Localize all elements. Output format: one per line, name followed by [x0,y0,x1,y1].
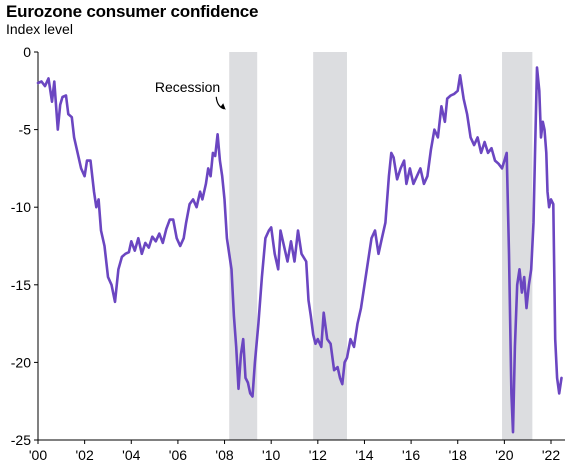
chart-subtitle: Index level [6,21,73,37]
x-tick-label: '22 [542,447,560,463]
x-tick-label: '20 [495,447,513,463]
y-tick-label: -15 [11,277,31,293]
annotations: Recession [155,79,226,110]
axes: 0 -5 -10 -15 -20 -25'00 '02 '04 '06 '08 '10 '12 '14 '… [11,44,565,463]
x-tick-label: '12 [309,447,327,463]
x-tick-label: '04 [122,447,140,463]
x-tick-label: '08 [215,447,233,463]
series-lines [36,66,563,434]
x-tick-label: '06 [169,447,187,463]
series-line-1 [36,66,563,434]
x-tick-label: '02 [76,447,94,463]
recession-band-1 [229,52,258,440]
x-tick-label: '10 [262,447,280,463]
x-tick-label: '16 [402,447,420,463]
y-tick-label: -20 [11,354,31,370]
recession-bands [229,52,533,440]
x-tick-label: '14 [355,447,373,463]
chart-title: Eurozone consumer confidence [6,2,259,21]
recession-annotation-arrowhead [220,103,226,110]
x-tick-label: '00 [29,447,47,463]
recession-annotation-label: Recession [155,79,220,95]
y-tick-label: -5 [19,122,32,138]
recession-band-3 [502,52,533,440]
y-tick-label: 0 [23,44,31,60]
y-tick-label: -10 [11,199,31,215]
x-tick-label: '18 [449,447,467,463]
recession-band-2 [313,52,347,440]
y-tick-label: -25 [11,432,31,448]
